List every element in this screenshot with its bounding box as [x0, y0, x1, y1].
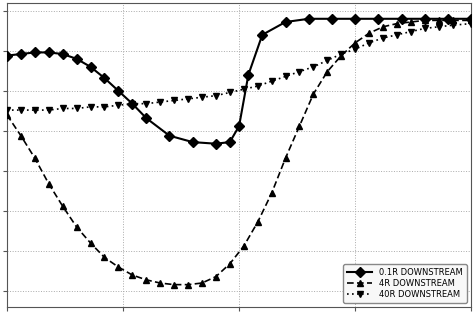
- Legend: 0.1R DOWNSTREAM, 4R DOWNSTREAM, 40R DOWNSTREAM: 0.1R DOWNSTREAM, 4R DOWNSTREAM, 40R DOWN…: [343, 264, 467, 303]
